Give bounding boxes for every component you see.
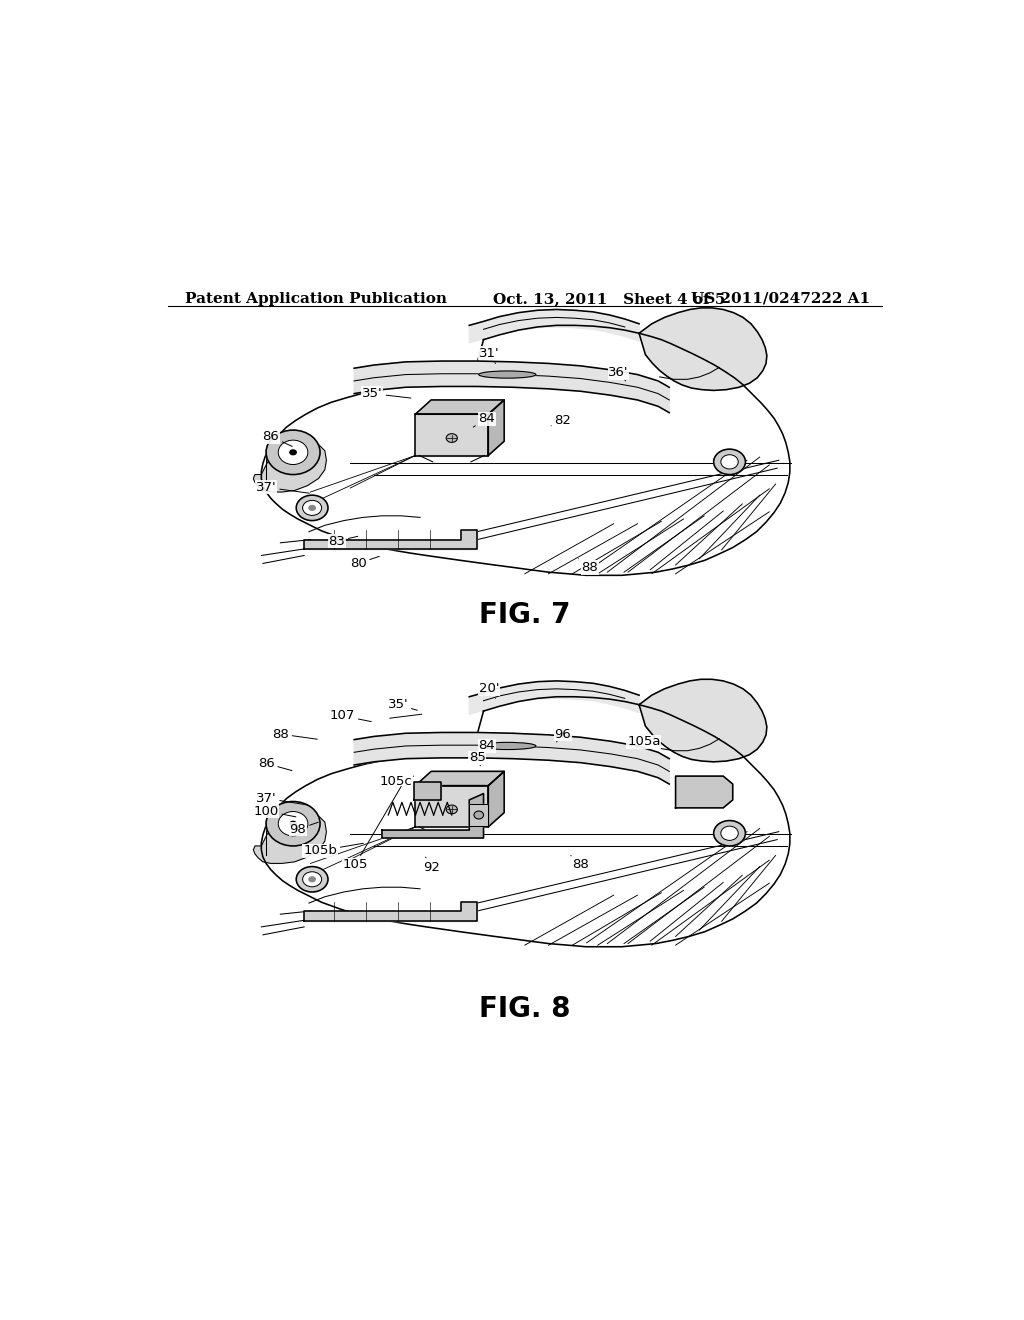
Text: FIG. 8: FIG. 8 [479,995,570,1023]
Polygon shape [304,531,477,549]
Text: 80: 80 [350,556,379,570]
Ellipse shape [721,826,738,841]
Ellipse shape [479,742,536,750]
Text: 37': 37' [256,792,308,805]
Text: 105a: 105a [627,735,660,748]
Text: 82: 82 [551,414,571,428]
Polygon shape [488,400,504,455]
Polygon shape [469,309,639,343]
Ellipse shape [479,371,536,378]
Text: 36': 36' [608,367,629,381]
Text: 100: 100 [254,804,296,817]
Ellipse shape [721,454,738,469]
Text: 105: 105 [342,787,401,871]
Ellipse shape [714,449,745,475]
Text: 88: 88 [272,727,317,741]
Text: 83: 83 [329,535,357,548]
Polygon shape [382,793,483,838]
Text: 105b: 105b [303,843,364,857]
Polygon shape [253,813,327,863]
Text: 92: 92 [423,857,439,874]
Polygon shape [639,680,767,762]
Text: 31': 31' [479,347,500,363]
Text: 35': 35' [362,387,411,400]
Ellipse shape [474,810,483,818]
Ellipse shape [303,500,322,515]
Text: 105c: 105c [380,775,414,788]
Ellipse shape [266,430,321,475]
Polygon shape [261,697,790,946]
Text: 86: 86 [258,756,292,771]
Ellipse shape [279,812,308,836]
Text: Patent Application Publication: Patent Application Publication [185,292,447,306]
Ellipse shape [296,495,328,520]
Text: 88: 88 [570,855,589,871]
Text: 86: 86 [262,430,292,446]
Ellipse shape [296,867,328,892]
Text: 84: 84 [473,412,495,428]
Polygon shape [676,776,733,808]
Text: 84: 84 [473,739,495,752]
Ellipse shape [714,821,745,846]
Text: Oct. 13, 2011   Sheet 4 of 5: Oct. 13, 2011 Sheet 4 of 5 [494,292,725,306]
Polygon shape [639,308,767,391]
Ellipse shape [446,805,458,814]
Polygon shape [253,441,327,492]
Polygon shape [414,783,441,800]
Polygon shape [488,771,504,826]
Text: 88: 88 [579,558,598,574]
Ellipse shape [309,876,315,882]
Text: 37': 37' [256,480,309,494]
Text: 98: 98 [290,822,318,836]
Text: 107: 107 [330,709,372,722]
Polygon shape [354,362,670,413]
Polygon shape [354,733,670,784]
Text: 96: 96 [555,727,571,742]
Polygon shape [469,804,488,826]
Polygon shape [416,771,504,785]
Text: 20': 20' [479,682,500,698]
Polygon shape [304,902,477,920]
Ellipse shape [309,506,315,511]
Ellipse shape [303,871,322,887]
Polygon shape [416,785,488,826]
Ellipse shape [266,801,321,846]
Ellipse shape [290,821,296,826]
Polygon shape [416,400,504,414]
Polygon shape [416,414,488,455]
Polygon shape [261,325,790,576]
Text: 85: 85 [469,751,485,766]
Text: 35': 35' [387,698,418,711]
Text: US 2011/0247222 A1: US 2011/0247222 A1 [691,292,870,306]
Text: FIG. 7: FIG. 7 [479,601,570,630]
Ellipse shape [279,440,308,465]
Ellipse shape [290,450,296,454]
Polygon shape [469,681,639,714]
Ellipse shape [446,434,458,442]
